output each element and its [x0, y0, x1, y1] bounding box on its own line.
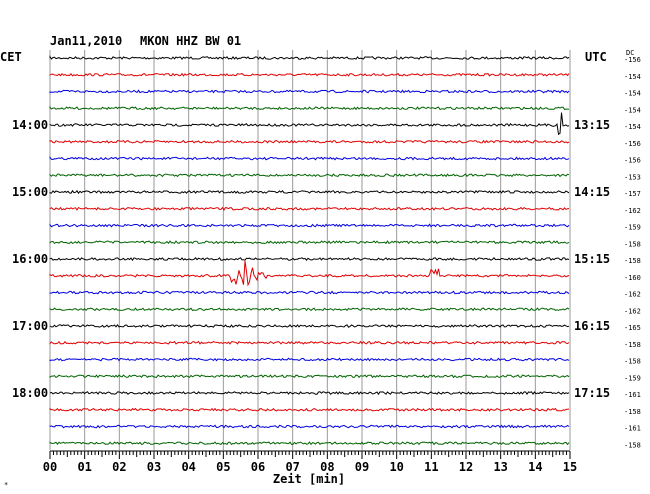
- date-label: Jan11,2010: [50, 34, 122, 48]
- x-tick-label: 01: [77, 460, 91, 474]
- dc-value: -160: [624, 274, 641, 282]
- trace-line: [49, 340, 570, 345]
- trace-line: [49, 441, 570, 446]
- dc-value: -156: [624, 140, 641, 148]
- trace-line: [49, 424, 570, 429]
- x-tick-label: 05: [216, 460, 230, 474]
- cet-hour-label: 18:00: [12, 386, 48, 400]
- dc-value: -158: [624, 408, 641, 416]
- utc-hour-label: 15:15: [574, 252, 610, 266]
- cet-label: CET: [0, 50, 22, 64]
- trace-line: [49, 323, 570, 328]
- dc-value: -159: [624, 224, 641, 232]
- dc-value: -162: [624, 207, 641, 215]
- utc-hour-label: 14:15: [574, 185, 610, 199]
- dc-value: -162: [624, 307, 641, 315]
- trace-line: [49, 206, 570, 211]
- utc-label: UTC: [585, 50, 607, 64]
- trace-line: [49, 112, 570, 136]
- x-tick-label: 00: [43, 460, 57, 474]
- trace-line: [49, 290, 570, 295]
- dc-value: -153: [624, 173, 641, 181]
- trace-line: [49, 155, 570, 161]
- x-tick-label: 09: [355, 460, 369, 474]
- x-tick-label: 07: [285, 460, 299, 474]
- dc-label: DC: [626, 49, 634, 57]
- trace-line: [49, 257, 570, 262]
- dc-value: -161: [624, 391, 641, 399]
- trace-line: [49, 173, 570, 178]
- dc-value: -154: [624, 123, 641, 131]
- trace-line: [49, 240, 570, 245]
- utc-hour-label: 17:15: [574, 386, 610, 400]
- trace-line: [49, 374, 570, 379]
- dc-value: -158: [624, 257, 641, 265]
- dc-value: -154: [624, 106, 641, 114]
- trace-line: [49, 357, 570, 362]
- trace-line: [49, 89, 570, 94]
- cet-hour-label: 14:00: [12, 118, 48, 132]
- dc-value: -158: [624, 341, 641, 349]
- x-tick-label: 06: [251, 460, 265, 474]
- utc-hour-label: 16:15: [574, 319, 610, 333]
- dc-value: -158: [624, 358, 641, 366]
- dc-value: -158: [624, 441, 641, 449]
- dc-value: -156: [624, 157, 641, 165]
- time-grid: [49, 50, 571, 450]
- trace-line: [49, 307, 570, 312]
- time-axis: 00 01 02 03 04 05 06 07 08 09 10 11 12 13 14 15: [43, 450, 577, 474]
- corner-mark: *: [4, 481, 8, 489]
- dc-value: -162: [624, 291, 641, 299]
- x-tick-label: 03: [147, 460, 161, 474]
- trace-line: [49, 189, 570, 195]
- station-label: MKON HHZ BW 01: [140, 34, 241, 48]
- trace-line: [49, 407, 570, 412]
- trace-line: [49, 72, 570, 77]
- dc-value: -154: [624, 90, 641, 98]
- cet-hour-label: 16:00: [12, 252, 48, 266]
- utc-hour-label: 13:15: [574, 118, 610, 132]
- dc-value: -158: [624, 240, 641, 248]
- cet-hour-label: 15:00: [12, 185, 48, 199]
- dc-value-labels: -156 -154 -154 -154 -154 -156 -156 -153 -157 -162…: [624, 56, 641, 449]
- dc-value: -157: [624, 190, 641, 198]
- trace-line: [49, 55, 570, 61]
- x-tick-label: 14: [528, 460, 542, 474]
- utc-hour-labels: 13:15 14:15 15:15 16:15 17:15: [574, 118, 610, 400]
- trace-line: [49, 260, 570, 287]
- trace-line: [49, 223, 570, 228]
- x-tick-label: 02: [112, 460, 126, 474]
- trace-group: [49, 55, 570, 446]
- x-axis-label: Zeit [min]: [273, 472, 345, 486]
- cet-hour-labels: 14:00 15:00 16:00 17:00 18:00: [12, 118, 48, 400]
- x-tick-label: 10: [389, 460, 403, 474]
- trace-line: [49, 105, 570, 111]
- x-tick-label: 11: [424, 460, 438, 474]
- cet-hour-label: 17:00: [12, 319, 48, 333]
- dc-value: -165: [624, 324, 641, 332]
- x-tick-label: 15: [563, 460, 577, 474]
- dc-value: -156: [624, 56, 641, 64]
- dc-value: -154: [624, 73, 641, 81]
- dc-value: -161: [624, 425, 641, 433]
- trace-line: [49, 139, 570, 144]
- x-tick-label: 12: [459, 460, 473, 474]
- x-tick-label: 08: [320, 460, 334, 474]
- x-tick-label: 13: [493, 460, 507, 474]
- x-tick-label: 04: [181, 460, 195, 474]
- dc-value: -159: [624, 374, 641, 382]
- trace-line: [49, 390, 570, 396]
